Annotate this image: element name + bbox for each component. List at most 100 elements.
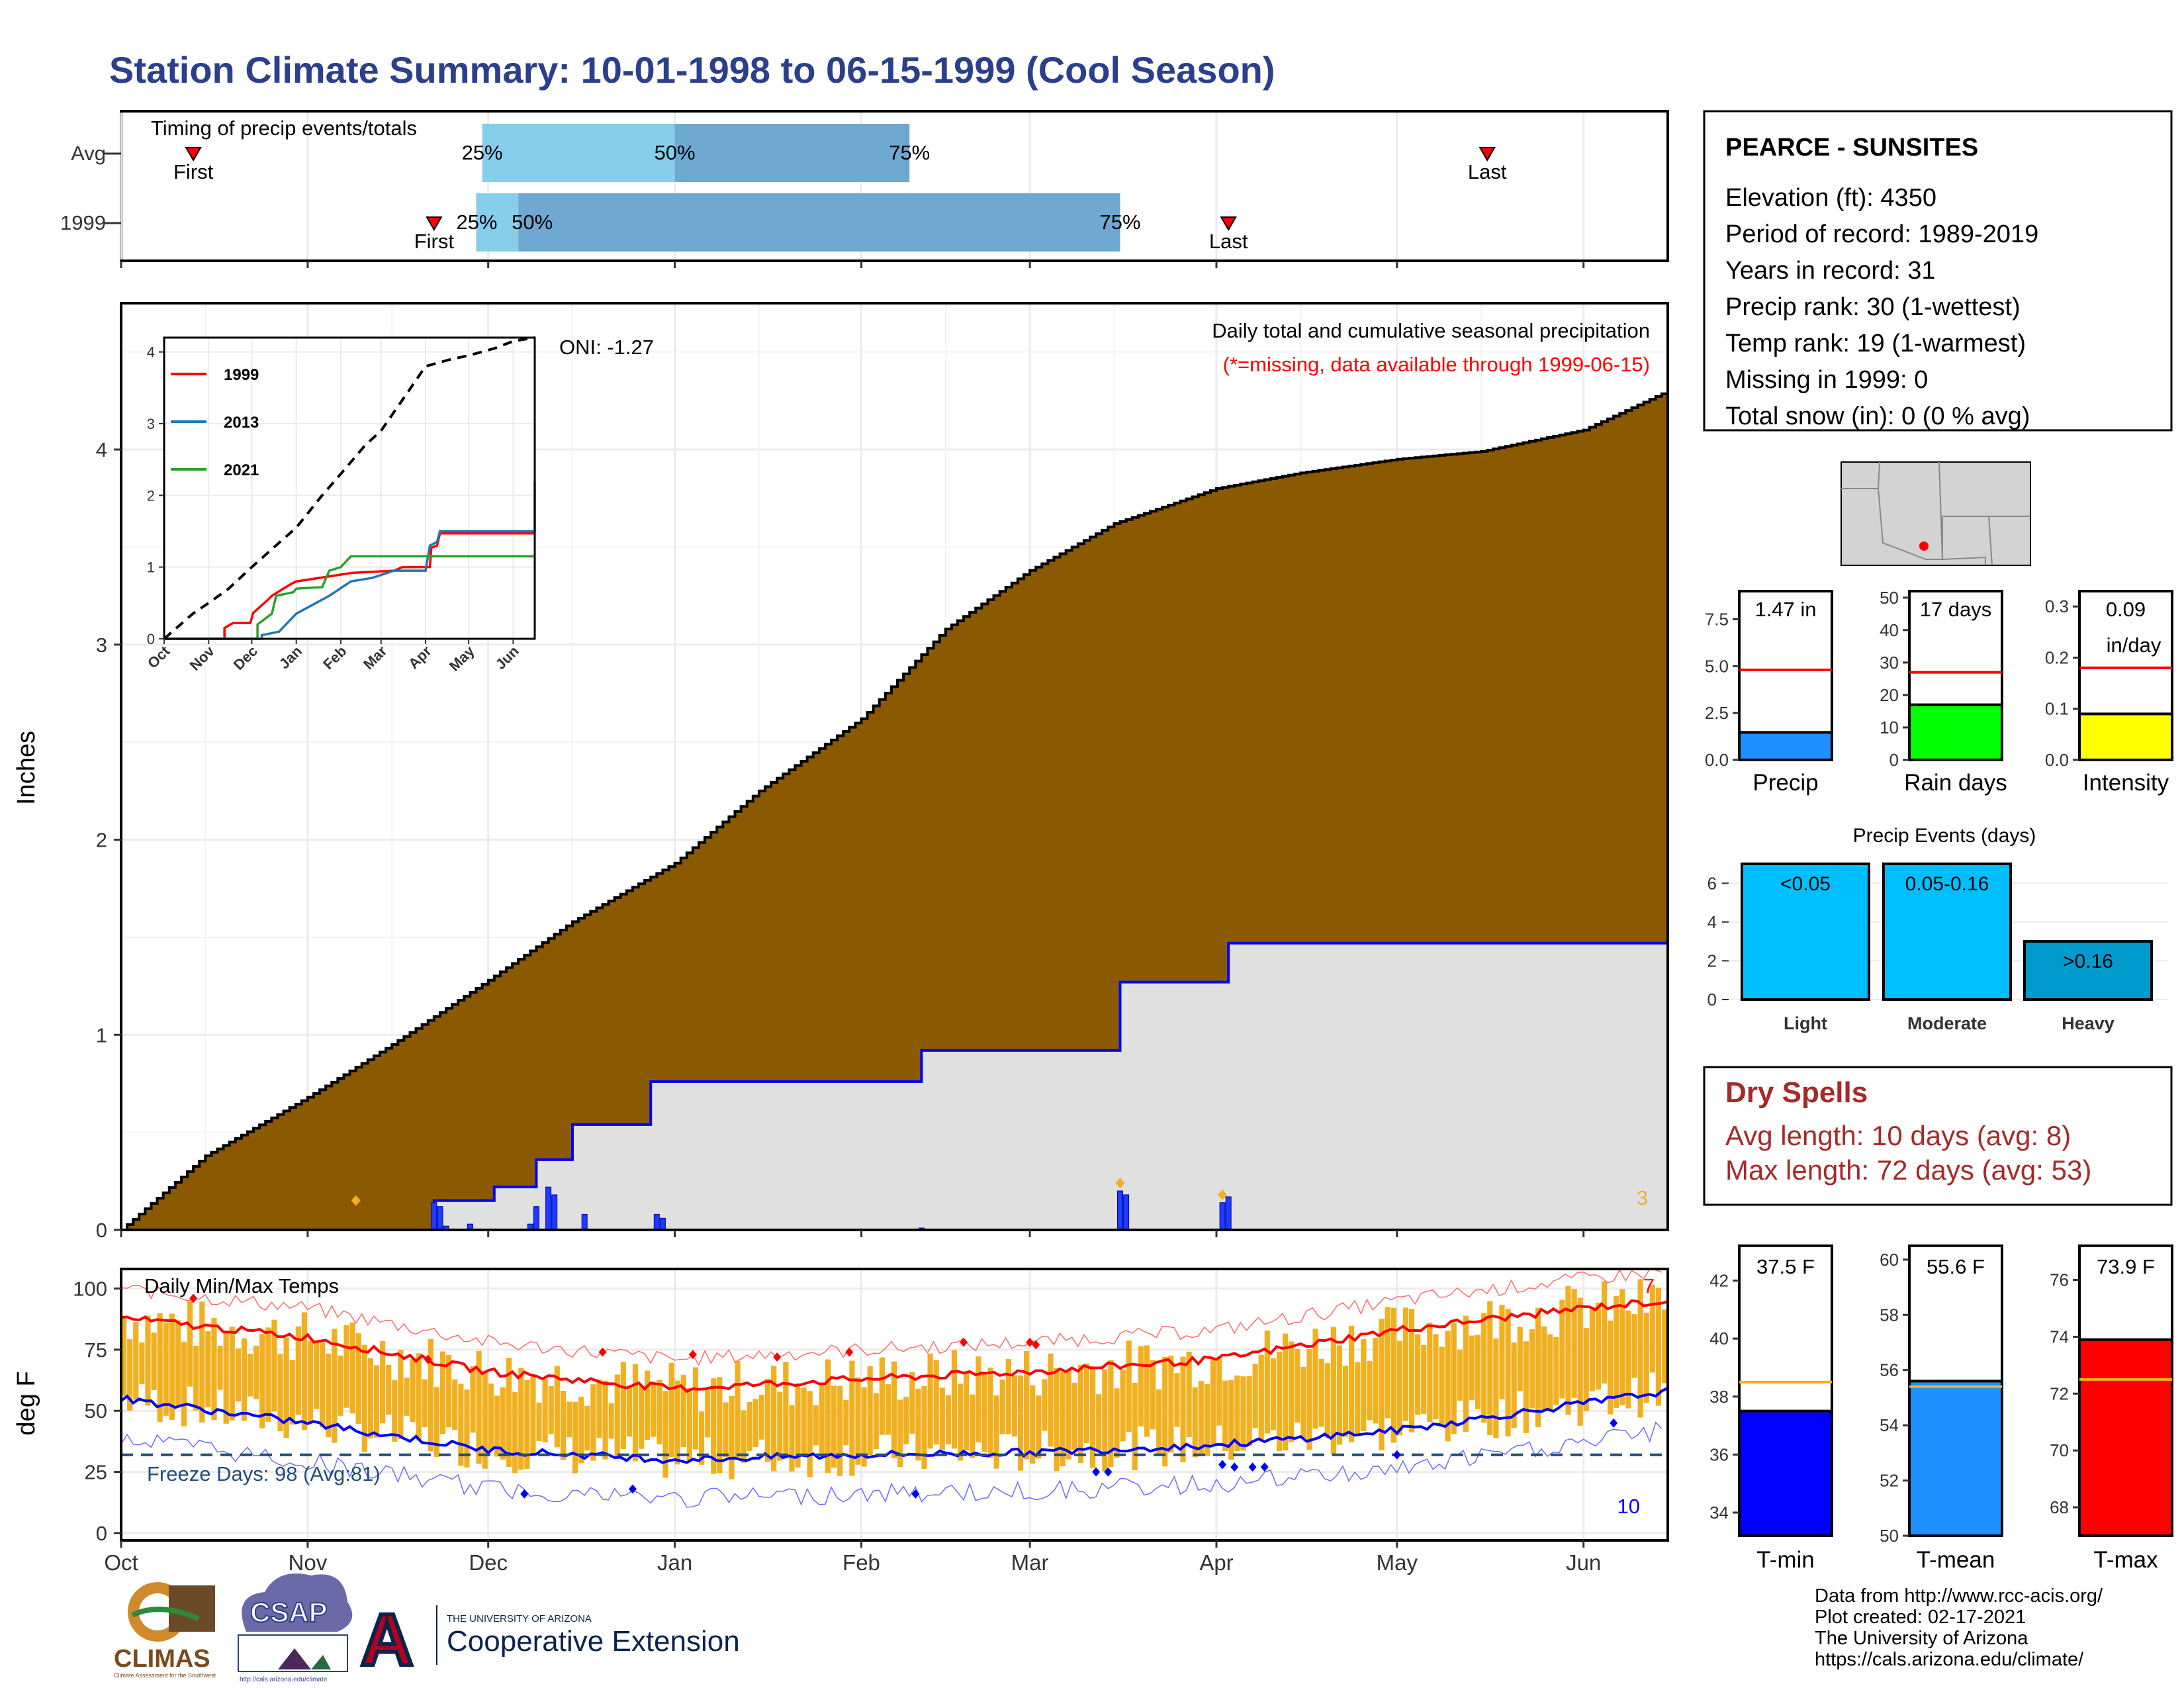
daily-temp-bar [1439,1347,1445,1427]
temp-chart-tick-label: 56 [1880,1360,1899,1380]
mini-chart-value: 1.47 in [1754,598,1816,621]
record-max-count: 7 [1643,1274,1655,1297]
daily-temp-bar [241,1338,248,1421]
daily-temp-bar [651,1383,657,1437]
daily-temp-bar [981,1372,987,1452]
location-map [1841,461,2031,566]
cumulative-1999-area [121,941,1669,1231]
daily-temp-bar [705,1389,711,1438]
heavy-event-count: 3 [1637,1186,1648,1209]
daily-temp-bar [939,1387,945,1450]
mini-chart-bar [1738,731,1833,761]
footer-credits: Data from http://www.rcc-acis.org/ Plot … [1815,1585,2103,1670]
daily-temp-bar [1619,1289,1625,1405]
inset-legend-label: 1999 [224,366,259,384]
daily-temp-bar [506,1358,512,1467]
daily-temp-bar [752,1399,758,1448]
station-info-box: PEARCE - SUNSITES Elevation (ft): 4350 Pe… [1703,110,2173,432]
first-event-marker [426,216,443,231]
avg-timing-bar-light [482,124,675,182]
daily-temp-bar [837,1386,843,1476]
record-high-marker [688,1350,697,1360]
daily-temp-bar [343,1325,349,1408]
daily-temp-bar [464,1389,470,1468]
daily-temp-bar [536,1402,542,1442]
month-label: Feb [842,1550,880,1575]
mini-chart-tick-label: 0.0 [2045,750,2069,770]
daily-temp-bar [1421,1344,1427,1414]
record-min-line [120,1421,1662,1508]
daily-temp-bar [578,1397,584,1464]
footer-line: Plot created: 02-17-2021 [1815,1607,2026,1628]
daily-temp-bar [1066,1370,1071,1460]
station-info-line: Period of record: 1989-2019 [1725,220,2038,248]
daily-precip-bar [437,1206,443,1231]
daily-temp-bar [1511,1342,1517,1428]
events-y-tick-label: 4 [1707,912,1717,932]
mini-chart-tick-label: 0.3 [2045,596,2069,616]
daily-temp-bar [1559,1299,1565,1399]
daily-temp-bar [993,1395,999,1469]
daily-temp-bar [338,1355,343,1416]
percentile-label: 75% [889,141,930,164]
daily-temp-bar [680,1375,686,1448]
temp-chart-value: 37.5 F [1756,1255,1815,1278]
year-timing-bar-dark [518,193,1120,252]
daily-temp-bar [1150,1360,1156,1430]
month-label: Mar [1011,1550,1049,1575]
daily-temp-bar [698,1411,705,1465]
mini-chart-bar [2078,712,2173,762]
daily-temp-bar [1445,1331,1451,1442]
daily-temp-bar [1071,1382,1077,1450]
daily-temp-bar [795,1383,801,1468]
daily-temp-bar [1342,1366,1349,1437]
daily-temp-bar [404,1378,410,1416]
daily-temp-bar [885,1384,891,1435]
record-low-marker [911,1489,920,1499]
temp-chart-tick-label: 74 [2050,1327,2069,1346]
daily-temp-bar [1517,1327,1523,1391]
station-info-line: Temp rank: 19 (1-warmest) [1725,330,2026,357]
daily-temp-bar [229,1327,235,1421]
daily-temp-bar [1138,1346,1144,1427]
daily-temp-bar [813,1405,819,1446]
inset-legend-label: 2021 [224,461,259,479]
temp-chart-tick-label: 42 [1709,1271,1729,1291]
daily-temp-bar [1295,1348,1300,1423]
daily-temp-bar [1571,1289,1577,1398]
timing-panel: Timing of precip events/totals Avg 1999 … [60,110,1669,268]
daily-temp-bar [1252,1364,1258,1429]
mini-chart-bar [1908,703,2003,762]
daily-temp-bar [1487,1301,1493,1436]
daily-temp-bar [187,1301,193,1387]
record-high-marker [1026,1337,1034,1347]
temp-y-tick-label: 0 [96,1522,107,1545]
daily-temp-bar [428,1338,433,1452]
inset-y-tick-label: 4 [147,344,155,361]
daily-temp-bar [295,1326,301,1415]
daily-temp-bar [1367,1361,1373,1421]
daily-temp-bar [758,1395,765,1440]
month-label: Jun [1566,1550,1601,1575]
daily-temp-bar [626,1386,633,1437]
daily-temp-bar [1402,1307,1409,1421]
daily-precip-bar [431,1202,437,1231]
daily-temp-bar [1222,1380,1228,1452]
daily-temp-bar [1300,1366,1306,1438]
daily-temp-bar [608,1403,614,1439]
daily-temp-bar [127,1339,133,1411]
daily-temp-bar [313,1342,320,1409]
daily-precip-bar [1123,1194,1130,1231]
average-min-line [120,1387,1668,1464]
record-low-marker [1392,1450,1401,1460]
daily-temp-bar [831,1385,837,1468]
daily-temp-bar [1349,1325,1355,1442]
daily-temp-bar [970,1394,976,1458]
daily-temp-bar [723,1402,729,1458]
daily-temp-bar [1048,1353,1054,1447]
temp-y-tick-label: 50 [85,1399,107,1423]
daily-precip-bar [533,1206,539,1231]
daily-temp-bar [433,1387,440,1458]
daily-temp-bar [1336,1345,1343,1445]
temp-chart-tick-label: 52 [1880,1471,1899,1491]
